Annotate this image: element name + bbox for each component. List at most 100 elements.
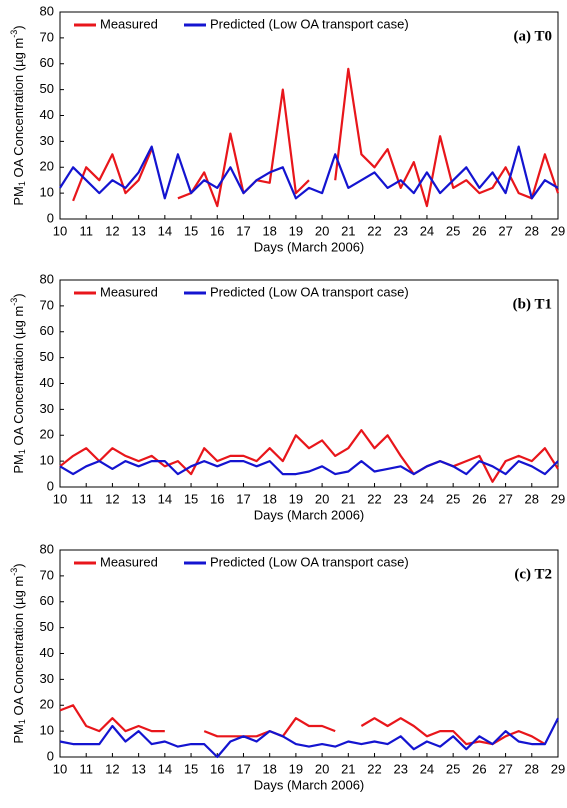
x-tick-label: 24	[420, 761, 434, 776]
y-tick-label: 40	[40, 645, 54, 660]
x-tick-label: 25	[446, 491, 460, 506]
y-tick-label: 0	[47, 748, 54, 763]
y-tick-label: 50	[40, 619, 54, 634]
x-tick-label: 18	[262, 761, 276, 776]
x-axis-title: Days (March 2006)	[254, 239, 365, 254]
panel-label: (a) T0	[514, 28, 552, 44]
x-tick-label: 27	[498, 491, 512, 506]
x-tick-label: 18	[262, 491, 276, 506]
x-tick-label: 13	[131, 491, 145, 506]
series-line	[59, 145, 559, 200]
x-tick-label: 15	[184, 761, 198, 776]
y-tick-label: 30	[40, 133, 54, 148]
y-axis-title-part: 1	[17, 719, 27, 724]
y-tick-label: 10	[40, 185, 54, 200]
x-tick-label: 23	[394, 223, 408, 238]
x-tick-label: 10	[53, 761, 67, 776]
panel-label: (c) T2	[514, 566, 552, 582]
y-tick-label: 50	[40, 81, 54, 96]
legend-label: Predicted (Low OA transport case)	[210, 284, 409, 299]
y-tick-label: 40	[40, 107, 54, 122]
x-tick-label: 15	[184, 491, 198, 506]
x-tick-label: 14	[158, 491, 172, 506]
legend-label: Measured	[100, 284, 158, 299]
x-tick-label: 23	[394, 761, 408, 776]
y-tick-label: 60	[40, 55, 54, 70]
x-tick-label: 16	[210, 761, 224, 776]
x-tick-label: 12	[105, 223, 119, 238]
series-line	[59, 429, 559, 483]
x-tick-label: 12	[105, 761, 119, 776]
y-tick-label: 70	[40, 29, 54, 44]
x-tick-label: 25	[446, 761, 460, 776]
x-axis-title: Days (March 2006)	[254, 777, 365, 792]
y-tick-label: 20	[40, 427, 54, 442]
y-axis-title-part: OA Concentration (µg m	[11, 306, 26, 449]
legend-label: Predicted (Low OA transport case)	[210, 16, 409, 31]
y-tick-label: 80	[40, 541, 54, 556]
panel-label: (b) T1	[513, 296, 552, 312]
x-tick-label: 28	[525, 223, 539, 238]
x-axis-title: Days (March 2006)	[254, 507, 365, 522]
x-tick-label: 22	[367, 491, 381, 506]
series-line	[59, 460, 559, 476]
x-tick-label: 13	[131, 223, 145, 238]
x-tick-label: 17	[236, 491, 250, 506]
legend-label: Measured	[100, 554, 158, 569]
x-tick-label: 16	[210, 491, 224, 506]
y-tick-label: 10	[40, 453, 54, 468]
x-tick-label: 29	[551, 491, 565, 506]
x-tick-label: 17	[236, 761, 250, 776]
y-axis-title-part: PM	[11, 724, 26, 744]
x-tick-label: 18	[262, 223, 276, 238]
y-tick-label: 20	[40, 159, 54, 174]
y-axis-title-part: )	[11, 563, 26, 567]
x-tick-label: 19	[289, 491, 303, 506]
y-axis-title-part: 1	[17, 449, 27, 454]
y-axis-title-part: PM	[11, 186, 26, 206]
series-line	[59, 704, 546, 746]
y-axis-title: PM1 OA Concentration (µg m-3)	[9, 25, 27, 205]
x-tick-label: 24	[420, 491, 434, 506]
plot-frame	[59, 279, 559, 488]
x-tick-label: 29	[551, 223, 565, 238]
y-tick-label: 30	[40, 401, 54, 416]
y-axis-title-part: -3	[9, 30, 19, 38]
y-tick-label: 60	[40, 323, 54, 338]
y-tick-label: 50	[40, 349, 54, 364]
x-tick-label: 23	[394, 491, 408, 506]
y-axis-title: PM1 OA Concentration (µg m-3)	[9, 293, 27, 473]
y-tick-label: 0	[47, 478, 54, 493]
y-axis-title-part: 1	[17, 181, 27, 186]
y-axis-title-part: )	[11, 25, 26, 29]
x-tick-label: 14	[158, 761, 172, 776]
y-tick-label: 80	[40, 3, 54, 18]
x-tick-label: 16	[210, 223, 224, 238]
y-tick-label: 10	[40, 723, 54, 738]
x-tick-label: 26	[472, 223, 486, 238]
x-tick-label: 22	[367, 223, 381, 238]
x-tick-label: 24	[420, 223, 434, 238]
x-tick-label: 19	[289, 761, 303, 776]
x-tick-label: 21	[341, 491, 355, 506]
y-axis-title-part: OA Concentration (µg m	[11, 38, 26, 181]
y-tick-label: 80	[40, 271, 54, 286]
y-axis-title-part: OA Concentration (µg m	[11, 576, 26, 719]
y-tick-label: 40	[40, 375, 54, 390]
y-axis-title: PM1 OA Concentration (µg m-3)	[9, 563, 27, 743]
x-tick-label: 27	[498, 223, 512, 238]
x-tick-label: 28	[525, 761, 539, 776]
x-tick-label: 28	[525, 491, 539, 506]
x-tick-label: 15	[184, 223, 198, 238]
y-axis-title-part: PM	[11, 454, 26, 474]
y-tick-label: 60	[40, 593, 54, 608]
x-tick-label: 13	[131, 761, 145, 776]
x-tick-label: 11	[79, 491, 93, 506]
y-tick-label: 0	[47, 210, 54, 225]
y-tick-label: 20	[40, 697, 54, 712]
x-tick-label: 25	[446, 223, 460, 238]
x-tick-label: 11	[79, 761, 93, 776]
series-line	[59, 717, 559, 759]
y-axis-title-part: )	[11, 293, 26, 297]
